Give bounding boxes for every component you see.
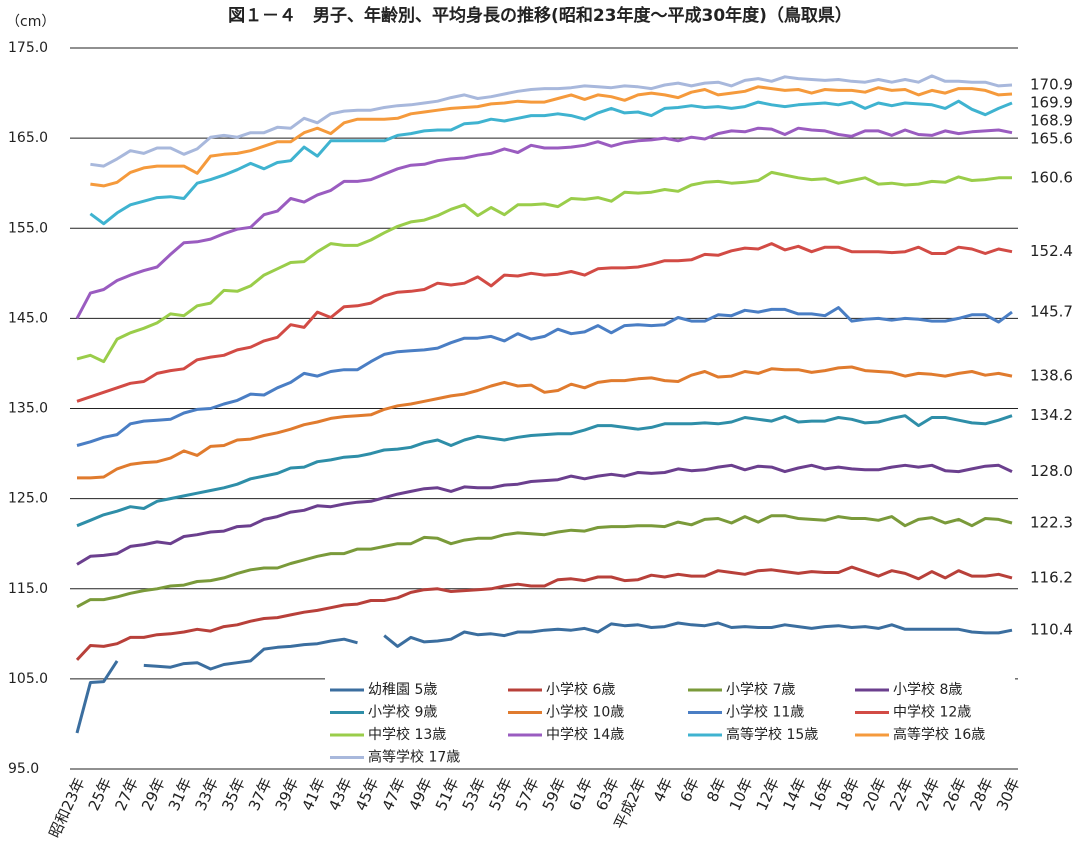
- x-tick-label: 26年: [940, 775, 971, 814]
- x-tick-label: 37年: [245, 775, 276, 814]
- x-tick-label: 43年: [325, 775, 356, 814]
- legend-label: 中学校 14歳: [546, 726, 624, 743]
- y-tick-label: 145.0: [8, 310, 48, 326]
- series-line: [75, 565, 1013, 661]
- legend-label: 小学校 8歳: [893, 681, 962, 698]
- series-line: [76, 242, 1013, 403]
- series-line: [76, 306, 1013, 447]
- data-label: 168.9: [1030, 111, 1073, 129]
- x-tick-label: 22年: [886, 775, 917, 814]
- x-tick-label: 35年: [218, 775, 249, 814]
- series-line: [76, 170, 1012, 364]
- legend-label: 小学校 9歳: [368, 704, 437, 721]
- y-tick-label: 135.0: [8, 401, 48, 417]
- x-tick-label: 31年: [165, 775, 196, 814]
- legend-label: 中学校 13歳: [368, 726, 446, 743]
- x-tick-label: 30年: [993, 775, 1024, 814]
- legend-label: 高等学校 17歳: [368, 749, 460, 766]
- chart-title: 図１－４ 男子、年齢別、平均身長の推移(昭和23年度～平成30年度)（鳥取県）: [228, 5, 852, 26]
- x-tick-label: 10年: [726, 775, 757, 814]
- x-tick-label: 14年: [779, 775, 810, 814]
- legend-label: 中学校 12歳: [893, 704, 971, 721]
- legend-label: 小学校 7歳: [726, 681, 795, 698]
- x-tick-label: 59年: [539, 775, 570, 814]
- x-tick-label: 8年: [703, 775, 730, 805]
- y-tick-label: 165.0: [8, 130, 48, 146]
- x-tick-label: 29年: [138, 775, 169, 814]
- x-tick-label: 20年: [859, 775, 890, 814]
- x-tick-label: 47年: [379, 775, 410, 814]
- x-tick-label: 33年: [192, 775, 223, 814]
- data-label: 145.7: [1030, 303, 1073, 321]
- data-label: 128.0: [1030, 462, 1073, 480]
- data-label: 165.6: [1030, 129, 1073, 147]
- series-line: [77, 365, 1013, 480]
- legend-label: 幼稚園 5歳: [368, 682, 437, 698]
- legend-label: 小学校 10歳: [546, 704, 624, 721]
- y-tick-label: 95.0: [8, 761, 39, 777]
- data-label: 152.4: [1030, 242, 1073, 260]
- series-line: [90, 85, 1013, 188]
- y-tick-label: 105.0: [8, 671, 48, 687]
- data-label: 116.2: [1030, 568, 1073, 586]
- y-axis-label: （cm）: [6, 14, 55, 30]
- x-tick-label: 55年: [485, 775, 516, 814]
- series-line: [89, 99, 1013, 226]
- y-tick-label: 155.0: [8, 220, 48, 236]
- series-line: [76, 463, 1013, 566]
- data-label: 122.3: [1030, 513, 1073, 531]
- x-tick-label: 61年: [566, 775, 597, 814]
- series-line: [75, 621, 1013, 734]
- x-tick-label: 57年: [512, 775, 543, 814]
- data-label: 170.9: [1030, 75, 1073, 93]
- y-tick-label: 115.0: [8, 581, 48, 597]
- data-label: 110.4: [1030, 621, 1073, 639]
- x-tick-label: 49年: [405, 775, 436, 814]
- legend-label: 高等学校 16歳: [893, 726, 985, 743]
- y-tick-label: 175.0: [8, 40, 48, 56]
- legend-box: [325, 678, 1015, 768]
- x-tick-label: 16年: [806, 775, 837, 814]
- x-tick-label: 51年: [432, 775, 463, 814]
- series-line: [76, 514, 1013, 609]
- data-label: 134.2: [1030, 406, 1073, 424]
- x-tick-label: 25年: [85, 775, 116, 814]
- x-tick-label: 53年: [459, 775, 490, 814]
- x-tick-label: 4年: [650, 775, 677, 805]
- data-label: 169.9: [1030, 93, 1073, 111]
- data-label: 138.6: [1030, 367, 1073, 385]
- x-tick-label: 27年: [111, 775, 142, 814]
- x-tick-label: 28年: [966, 775, 997, 814]
- series-line: [75, 126, 1013, 320]
- legend-label: 高等学校 15歳: [726, 726, 818, 743]
- series-line: [76, 414, 1013, 528]
- x-tick-label: 12年: [753, 775, 784, 814]
- data-label: 160.6: [1030, 168, 1073, 186]
- x-tick-label: 18年: [833, 775, 864, 814]
- x-tick-label: 45年: [352, 775, 383, 814]
- x-tick-label: 6年: [676, 775, 703, 805]
- y-tick-label: 125.0: [8, 491, 48, 507]
- x-tick-label: 39年: [272, 775, 303, 814]
- x-tick-label: 昭和23年: [45, 775, 88, 841]
- legend-label: 小学校 6歳: [546, 681, 615, 698]
- x-tick-label: 41年: [298, 775, 329, 814]
- legend-label: 小学校 11歳: [726, 704, 804, 721]
- x-tick-label: 24年: [913, 775, 944, 814]
- series-line: [90, 74, 1013, 168]
